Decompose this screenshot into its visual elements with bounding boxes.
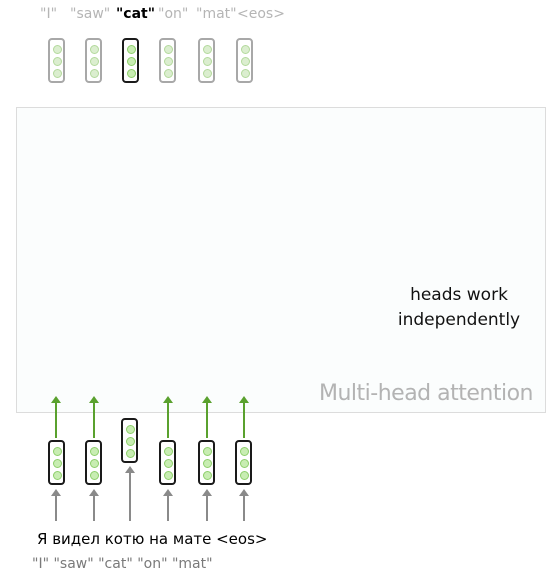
input-vector	[235, 440, 252, 485]
arrow-up-green	[202, 396, 212, 438]
output-token-label: "on"	[158, 6, 189, 22]
block-title: Multi-head attention	[319, 381, 534, 406]
output-token-label: "saw"	[70, 6, 111, 22]
multi-head-attention-block: Multi-head attention	[16, 107, 546, 413]
heads-note-line1: heads work	[410, 285, 508, 305]
output-vector-active	[122, 38, 139, 83]
arrow-up-gray	[89, 489, 99, 521]
input-vector	[85, 440, 102, 485]
arrow-up-gray	[239, 489, 249, 521]
arrow-up-green	[51, 396, 61, 438]
input-vector	[198, 440, 215, 485]
heads-note-line2: independently	[397, 310, 521, 330]
arrow-up-gray	[202, 489, 212, 521]
arrow-up-green	[89, 396, 99, 438]
output-vector	[236, 38, 253, 83]
output-token-label-active: "cat"	[116, 6, 156, 22]
output-token-label: "mat"	[196, 6, 237, 22]
input-vector	[48, 440, 65, 485]
arrow-up-green	[239, 396, 249, 438]
output-vector	[85, 38, 102, 83]
arrow-up-gray	[51, 489, 61, 521]
bottom-token-labels: "I" "saw" "cat" "on" "mat"	[32, 556, 213, 572]
output-vector	[48, 38, 65, 83]
arrow-up-gray	[163, 489, 173, 521]
source-sentence: Я видел котю на мате <eos>	[37, 530, 268, 548]
output-vector	[198, 38, 215, 83]
output-vector	[159, 38, 176, 83]
output-token-label: <eos>	[237, 6, 285, 22]
output-token-label: "I"	[40, 6, 58, 22]
arrow-up-green	[163, 396, 173, 438]
input-vector	[159, 440, 176, 485]
input-vector-raised	[121, 418, 138, 463]
heads-note: heads work independently	[384, 283, 534, 333]
arrow-up-gray	[125, 466, 135, 521]
